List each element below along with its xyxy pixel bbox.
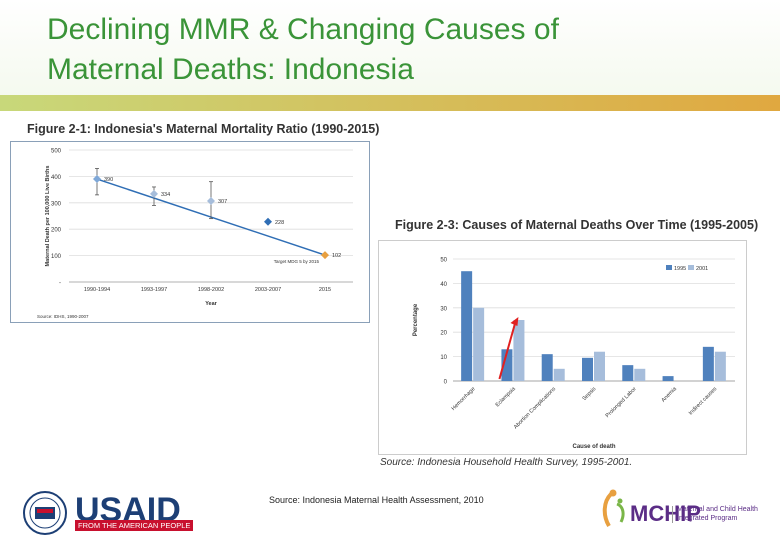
bar-1995 — [702, 346, 714, 381]
slide-title: Declining MMR & Changing Causes of Mater… — [47, 10, 559, 90]
data-point-label: 390 — [104, 177, 113, 183]
figure1-panel: - 100 200 300 400 500 1990-1994 1993-1997 1998-2… — [10, 141, 370, 323]
y-tick-label: 300 — [51, 201, 62, 207]
data-point-marker — [264, 217, 272, 226]
bar-1995 — [622, 365, 634, 381]
mchip-mother-child-icon — [602, 489, 625, 528]
mchip-subtitle-line1: Maternal and Child Health — [677, 506, 758, 513]
figure1-title: Figure 2-1: Indonesia's Maternal Mortali… — [27, 122, 380, 136]
x-tick-label: Indirect causes — [688, 386, 719, 417]
data-point-label: 228 — [275, 220, 284, 226]
data-point-label: 102 — [332, 253, 341, 259]
mdg-target-annotation: Target MDG 5 by 2015 — [274, 259, 320, 264]
x-tick-label: Prolonged Labor — [605, 386, 638, 419]
y-tick-label: 200 — [51, 228, 62, 234]
bar-1995 — [662, 376, 674, 381]
bar-1995 — [582, 357, 593, 381]
x-tick-label: Sepsis — [581, 386, 597, 402]
bar-1995 — [541, 354, 553, 381]
highlight-arrow — [498, 321, 517, 380]
x-tick-label: 2003-2007 — [255, 287, 281, 293]
data-point-label: 307 — [218, 199, 227, 205]
slide-title-line1: Declining MMR & Changing Causes of — [47, 13, 559, 46]
y-tick-label: 30 — [440, 306, 447, 312]
usaid-tagline: FROM THE AMERICAN PEOPLE — [75, 520, 194, 531]
y-tick-label: 50 — [440, 258, 447, 264]
x-tick-label: 1998-2002 — [198, 287, 224, 293]
legend-swatch-2001 — [688, 265, 694, 270]
y-tick-label: 500 — [51, 149, 62, 155]
legend-label-2001: 2001 — [696, 266, 708, 272]
slide-title-line2: Maternal Deaths: Indonesia — [47, 53, 414, 86]
y-tick-label: 20 — [440, 331, 447, 337]
x-tick-label: 2015 — [319, 287, 331, 293]
usaid-seal-icon — [23, 491, 67, 535]
x-tick-label: Hemorrhage — [451, 386, 477, 412]
x-tick-label: Anemia — [661, 386, 679, 404]
title-area — [0, 0, 780, 100]
y-tick-label: 100 — [51, 254, 62, 260]
causes-bar-chart: 0 10 20 30 40 50 Percentage Hemorrhage Eclampsia… — [413, 258, 735, 450]
highlight-arrow-head — [510, 317, 519, 326]
mchip-logo-text: MCHIP — [630, 501, 701, 526]
data-point-marker — [207, 196, 215, 205]
bar-1995 — [461, 271, 473, 381]
mchip-subtitle-line2: Integrated Program — [677, 514, 738, 522]
data-point-label: 334 — [161, 192, 170, 198]
slide-source-note: Source: Indonesia Maternal Health Assess… — [269, 495, 484, 505]
y-tick-label: 400 — [51, 175, 62, 181]
x-tick-label: Eclampsia — [495, 386, 518, 409]
data-point-marker — [150, 189, 158, 198]
bar-2001 — [634, 368, 646, 381]
x-tick-label: 1993-1997 — [141, 287, 167, 293]
title-underline-band — [0, 95, 780, 111]
mmr-line-chart: - 100 200 300 400 500 1990-1994 1993-1997 1998-2… — [37, 149, 353, 319]
figure1-source: Source: IDHS, 1990-2007 — [37, 314, 89, 319]
legend-swatch-1995 — [666, 265, 672, 270]
bar-2001 — [594, 351, 605, 381]
x-tick-label: Abortion Complications — [513, 386, 557, 430]
data-point-marker — [93, 175, 101, 184]
x-axis-label: Year — [205, 301, 217, 307]
figure2-title: Figure 2-3: Causes of Maternal Deaths Ov… — [395, 218, 759, 232]
bar-1995 — [501, 349, 513, 381]
legend-label-1995: 1995 — [674, 266, 686, 272]
y-tick-label: 0 — [444, 380, 448, 386]
y-tick-label: - — [59, 281, 61, 287]
figure2-source: Source: Indonesia Household Health Surve… — [380, 457, 633, 468]
mchip-subtitle: Maternal and Child Health Integrated Pro… — [672, 506, 758, 523]
x-tick-label: 1990-1994 — [84, 287, 110, 293]
y-tick-label: 40 — [440, 282, 447, 288]
bar-2001 — [513, 320, 525, 381]
figure2-panel: 0 10 20 30 40 50 Percentage Hemorrhage Eclampsia… — [378, 240, 747, 455]
y-axis-label: Percentage — [413, 303, 419, 336]
bar-2001 — [553, 368, 565, 381]
data-point-marker — [321, 251, 329, 260]
x-axis-label: Cause of death — [572, 444, 615, 450]
bar-2001 — [473, 307, 485, 381]
y-axis-label: Maternal Death per 100,000 Live Births — [45, 166, 51, 267]
bar-2001 — [714, 351, 726, 381]
y-tick-label: 10 — [440, 355, 447, 361]
